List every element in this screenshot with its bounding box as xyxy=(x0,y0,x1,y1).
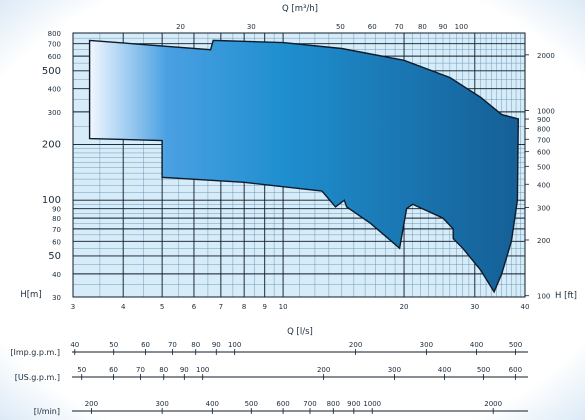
scale-tick-label: 500 xyxy=(245,400,258,408)
scale-tick-label: 400 xyxy=(470,341,483,349)
y-tick-label-m: 600 xyxy=(48,53,61,61)
scale-tick-label: 50 xyxy=(77,366,86,374)
y-tick-label-m: 40 xyxy=(52,271,61,279)
right-axis-title: H [ft] xyxy=(555,291,577,301)
scale-label: [l/min] xyxy=(34,407,60,416)
scale-tick-label: 90 xyxy=(180,366,189,374)
y-tick-label-m: 300 xyxy=(48,109,61,117)
y-tick-label-m: 50 xyxy=(48,251,61,262)
x-tick-label-ls: 7 xyxy=(219,303,223,311)
y-tick-label-m: 400 xyxy=(48,86,61,94)
x-tick-label-ls: 5 xyxy=(160,303,164,311)
y-tick-label-ft: 100 xyxy=(537,293,550,301)
scale-tick-label: 400 xyxy=(206,400,219,408)
bottom-axis-title: Q [l/s] xyxy=(287,327,313,337)
scale-tick-label: 1000 xyxy=(363,400,381,408)
operating-range-area xyxy=(88,39,520,294)
scale-label: [Imp.g.p.m.] xyxy=(10,348,60,357)
x-tick-label-m3h: 80 xyxy=(418,23,427,31)
y-tick-label-m: 90 xyxy=(52,206,61,214)
x-tick-label-m3h: 60 xyxy=(368,23,377,31)
scale-tick-label: 300 xyxy=(388,366,401,374)
y-tick-label-ft: 2000 xyxy=(537,52,555,60)
x-tick-label-m3h: 20 xyxy=(176,23,185,31)
y-tick-label-m: 70 xyxy=(52,226,61,234)
x-tick-label-ls: 40 xyxy=(521,303,530,311)
scale-tick-label: 80 xyxy=(191,341,200,349)
y-tick-label-m: 30 xyxy=(52,294,61,302)
x-tick-label-m3h: 70 xyxy=(395,23,404,31)
y-tick-label-ft: 900 xyxy=(537,116,550,124)
y-tick-label-m: 100 xyxy=(42,195,61,206)
x-tick-label-ls: 4 xyxy=(121,303,126,311)
plot-border xyxy=(72,32,526,298)
scale-tick-label: 300 xyxy=(155,400,168,408)
x-tick-label-m3h: 100 xyxy=(455,23,468,31)
scale-tick-label: 600 xyxy=(509,366,522,374)
scale-label: [US.g.p.m.] xyxy=(15,373,60,382)
scale-tick-label: 900 xyxy=(347,400,360,408)
scale-tick-label: 60 xyxy=(109,366,118,374)
scale-tick-label: 2000 xyxy=(484,400,502,408)
y-tick-label-ft: 700 xyxy=(537,136,550,144)
y-tick-label-ft: 400 xyxy=(537,181,550,189)
scale-tick-label: 40 xyxy=(70,341,79,349)
x-tick-label-ls: 8 xyxy=(242,303,246,311)
y-tick-label-ft: 1000 xyxy=(537,108,555,116)
x-tick-label-ls: 3 xyxy=(71,303,75,311)
scale-tick-label: 500 xyxy=(509,341,522,349)
y-tick-label-ft: 500 xyxy=(537,163,550,171)
x-tick-label-m3h: 90 xyxy=(439,23,448,31)
scale-tick-label: 200 xyxy=(317,366,330,374)
scale-tick-label: 400 xyxy=(438,366,451,374)
scale-tick-label: 200 xyxy=(349,341,362,349)
top-axis-title: Q [m³/h] xyxy=(282,4,318,14)
y-tick-label-ft: 800 xyxy=(537,126,550,134)
scale-tick-label: 800 xyxy=(327,400,340,408)
scale-tick-label: 80 xyxy=(159,366,168,374)
y-tick-label-m: 700 xyxy=(48,41,61,49)
left-axis-title: H[m] xyxy=(20,290,41,300)
scale-tick-label: 300 xyxy=(420,341,433,349)
scale-tick-label: 600 xyxy=(276,400,289,408)
x-tick-label-ls: 10 xyxy=(279,303,288,311)
x-tick-label-ls: 6 xyxy=(192,303,197,311)
x-tick-label-ls: 9 xyxy=(262,303,266,311)
scale-tick-label: 200 xyxy=(85,400,98,408)
y-tick-label-m: 80 xyxy=(52,215,61,223)
scale-tick-label: 50 xyxy=(109,341,118,349)
x-tick-label-m3h: 30 xyxy=(247,23,256,31)
y-tick-label-m: 60 xyxy=(52,238,61,246)
scale-tick-label: 700 xyxy=(303,400,316,408)
y-tick-label-m: 200 xyxy=(42,139,61,150)
x-tick-label-m3h: 50 xyxy=(336,23,345,31)
x-tick-label-ls: 30 xyxy=(470,303,479,311)
x-tick-label-ls: 20 xyxy=(400,303,409,311)
scale-tick-label: 100 xyxy=(196,366,209,374)
y-tick-label-m: 800 xyxy=(48,30,61,38)
scale-tick-label: 60 xyxy=(141,341,150,349)
scale-tick-label: 70 xyxy=(136,366,145,374)
scale-tick-label: 70 xyxy=(168,341,177,349)
y-tick-label-m: 500 xyxy=(42,66,61,77)
scale-tick-label: 90 xyxy=(212,341,221,349)
y-tick-label-ft: 600 xyxy=(537,149,550,157)
scale-tick-label: 500 xyxy=(477,366,490,374)
scale-tick-label: 100 xyxy=(228,341,241,349)
conversion-scales: [Imp.g.p.m.] 40 50 60 70 80 90 100 200 300 400 500 [… xyxy=(10,341,528,416)
y-tick-label-ft: 300 xyxy=(537,204,550,212)
y-tick-label-ft: 200 xyxy=(537,237,550,245)
